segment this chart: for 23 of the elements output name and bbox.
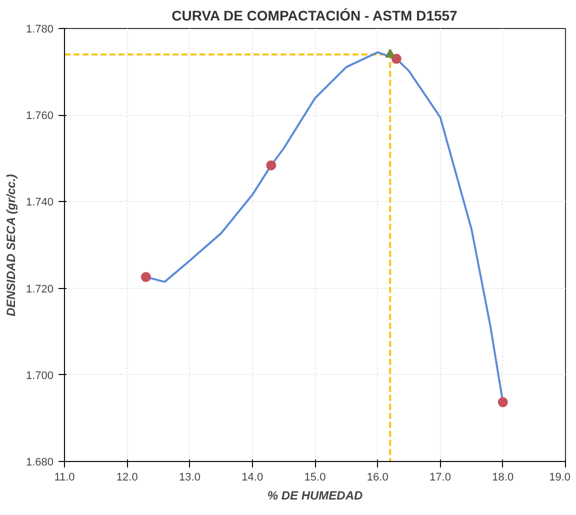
x-tick-label: 15.0 [304,472,326,484]
point [498,397,508,408]
y-tick-label: 1.720 [26,283,54,296]
y-tick-label: 1.700 [26,370,54,382]
point [266,160,276,170]
x-tick-label: 18.0 [492,472,514,484]
x-tick-label: 14.0 [242,472,264,484]
y-tick-label: 1.780 [26,24,54,36]
x-tick-label: 19.0 [549,472,571,484]
x-tick-label: 11.0 [54,472,75,484]
x-tick-label: 13.0 [179,472,200,484]
x-tick-label: 12.0 [116,472,138,484]
chart-title: CURVA DE COMPACTACIÓN - ASTM D1557 [172,8,458,24]
point [140,272,151,282]
x-axis-title: % DE HUMEDAD [267,488,364,502]
x-tick-label: 16.0 [366,472,388,484]
y-tick-label: 1.740 [26,196,54,209]
y-tick-label: 1.680 [26,456,54,468]
x-tick-label: 17.0 [430,472,451,484]
point [385,48,396,58]
point [391,54,402,64]
y-tick-label: 1.760 [26,110,54,122]
y-axis-title: DENSIDAD SECA (gr/cc.) [4,174,18,316]
